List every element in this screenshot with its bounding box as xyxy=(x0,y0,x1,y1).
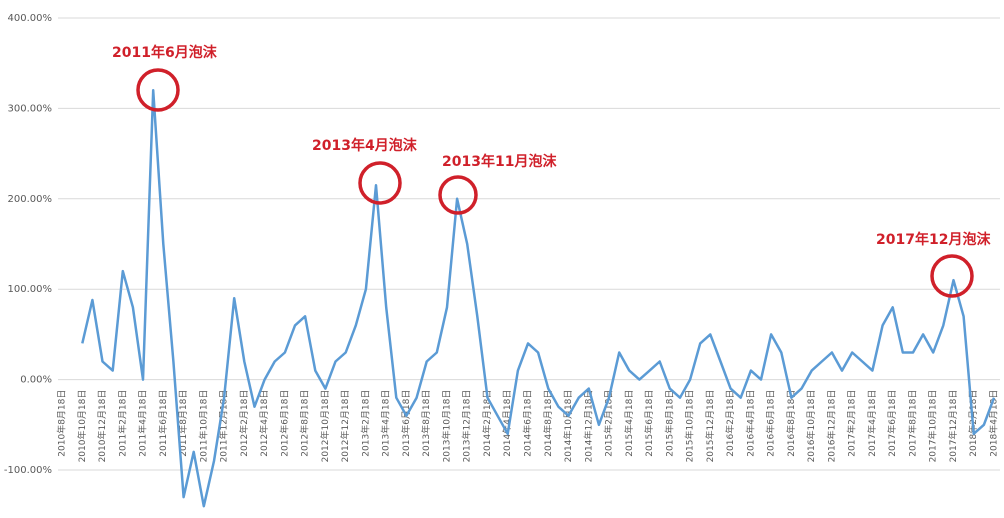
x-tick-label: 2014年2月18日 xyxy=(481,390,493,457)
x-tick-label: 2010年12月18日 xyxy=(96,390,108,463)
x-tick-label: 2011年4月18日 xyxy=(137,390,149,457)
annotation: 2013年11月泡沫 xyxy=(442,153,557,170)
series-line xyxy=(81,89,996,508)
x-tick-label: 2010年10月18日 xyxy=(76,390,88,463)
annotation: 2011年6月泡沫 xyxy=(112,44,218,61)
highlight-circle xyxy=(358,161,402,205)
x-tick-label: 2015年10月18日 xyxy=(684,390,696,463)
y-tick-label: -100.00% xyxy=(4,465,52,476)
y-tick-label: 100.00% xyxy=(8,284,53,295)
annotation: 2013年4月泡沫 xyxy=(312,137,418,154)
x-tick-label: 2011年12月18日 xyxy=(218,390,230,463)
x-tick-label: 2017年4月18日 xyxy=(866,390,878,457)
highlight-circle xyxy=(930,254,974,298)
x-tick-label: 2016年8月18日 xyxy=(785,390,797,457)
y-tick-label: 200.00% xyxy=(8,194,53,205)
x-tick-label: 2013年12月18日 xyxy=(461,390,473,463)
x-tick-label: 2016年6月18日 xyxy=(765,390,777,457)
x-tick-label: 2011年10月18日 xyxy=(197,390,209,463)
x-tick-label: 2010年8月18日 xyxy=(56,390,68,457)
x-tick-label: 2015年12月18日 xyxy=(704,390,716,463)
x-tick-label: 2017年10月18日 xyxy=(927,390,939,463)
x-tick-label: 2014年4月18日 xyxy=(501,390,513,457)
x-tick-label: 2012年10月18日 xyxy=(319,390,331,463)
x-tick-label: 2015年8月18日 xyxy=(663,390,675,457)
x-tick-label: 2015年6月18日 xyxy=(643,390,655,457)
x-tick-label: 2013年4月18日 xyxy=(380,390,392,457)
x-tick-label: 2017年8月18日 xyxy=(906,390,918,457)
x-tick-label: 2014年10月18日 xyxy=(562,390,574,463)
x-tick-label: 2012年6月18日 xyxy=(278,390,290,457)
x-tick-label: 2011年2月18日 xyxy=(116,390,128,457)
x-tick-label: 2017年2月18日 xyxy=(846,390,858,457)
x-tick-label: 2013年8月18日 xyxy=(420,390,432,457)
x-tick-label: 2014年6月18日 xyxy=(522,390,534,457)
y-tick-label: 400.00% xyxy=(8,13,53,24)
x-tick-label: 2015年4月18日 xyxy=(623,390,635,457)
y-tick-label: 300.00% xyxy=(8,103,53,114)
x-tick-label: 2017年6月18日 xyxy=(886,390,898,457)
x-tick-label: 2013年10月18日 xyxy=(440,390,452,463)
x-tick-label: 2016年2月18日 xyxy=(724,390,736,457)
x-tick-label: 2016年10月18日 xyxy=(805,390,817,463)
x-tick-label: 2016年4月18日 xyxy=(744,390,756,457)
highlight-circle xyxy=(438,175,478,215)
highlight-circle xyxy=(136,68,180,112)
x-tick-label: 2017年12月18日 xyxy=(947,390,959,463)
y-tick-label: 0.00% xyxy=(20,375,52,386)
x-tick-label: 2013年2月18日 xyxy=(359,390,371,457)
x-tick-label: 2012年8月18日 xyxy=(299,390,311,457)
x-tick-label: 2014年8月18日 xyxy=(542,390,554,457)
x-tick-label: 2016年12月18日 xyxy=(825,390,837,463)
x-tick-label: 2012年4月18日 xyxy=(258,390,270,457)
x-tick-label: 2011年6月18日 xyxy=(157,390,169,457)
x-tick-label: 2012年12月18日 xyxy=(339,390,351,463)
x-tick-label: 2013年6月18日 xyxy=(400,390,412,457)
annotation: 2017年12月泡沫 xyxy=(876,231,991,248)
x-tick-label: 2014年12月18日 xyxy=(582,390,594,463)
x-tick-label: 2012年2月18日 xyxy=(238,390,250,457)
